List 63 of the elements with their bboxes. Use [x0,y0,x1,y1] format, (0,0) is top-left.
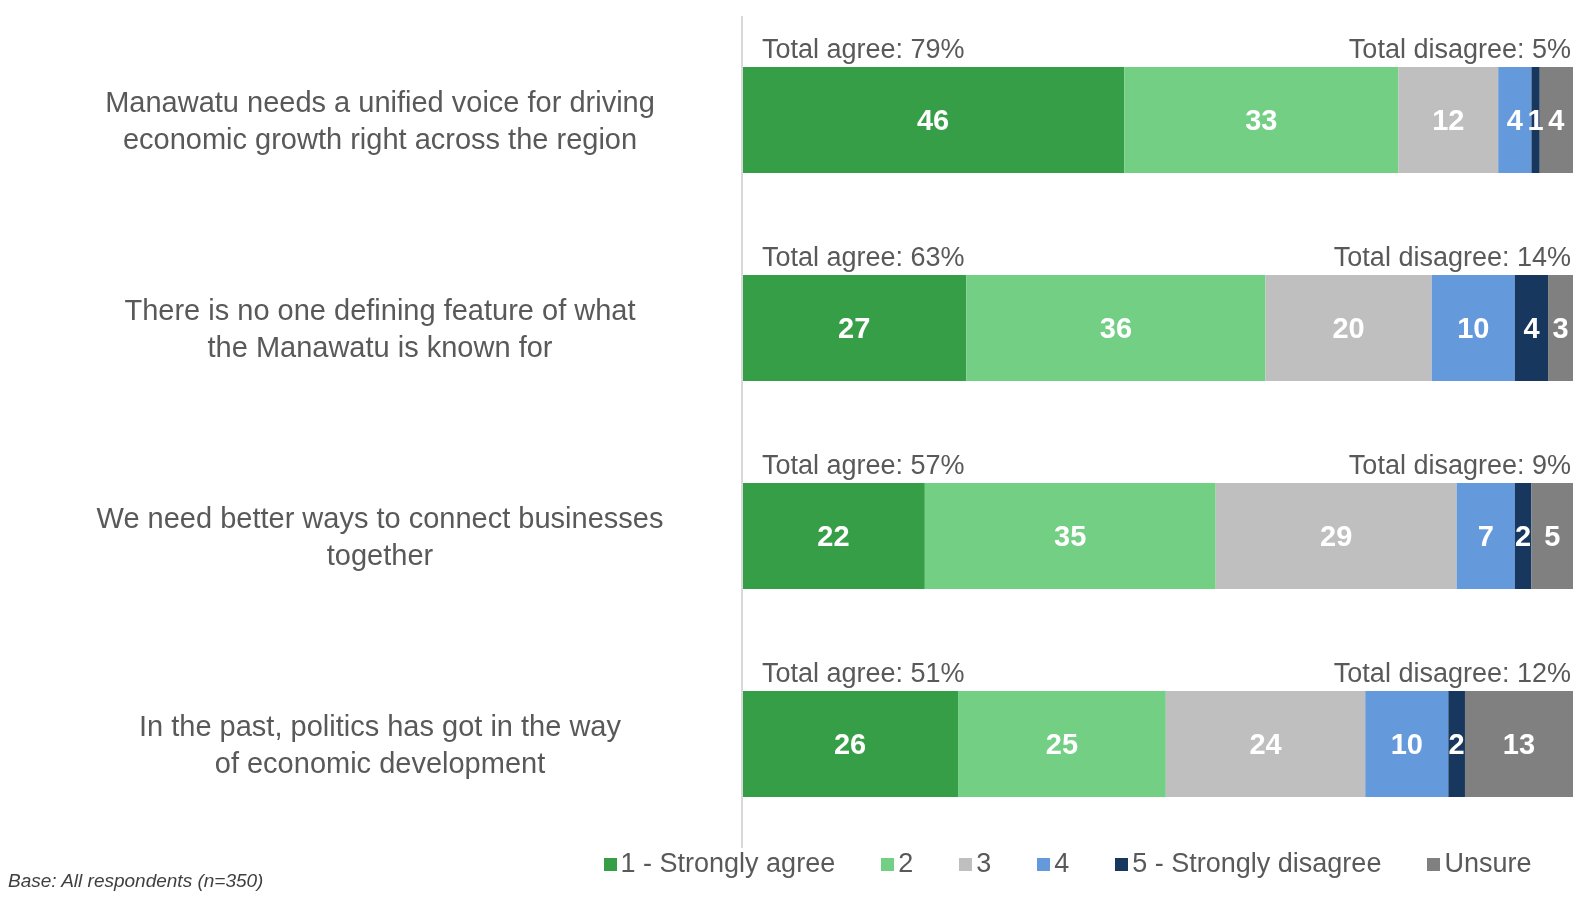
annotation: Total disagree: 5% [1348,34,1571,64]
bar [1365,691,1449,797]
legend-label: 2 [898,848,914,878]
y-tick-label: We need better ways to connect businesses together [96,501,664,571]
bar [742,275,967,381]
bar [966,275,1266,381]
data-label: 46 [917,104,950,137]
data-label: 1 [1527,104,1544,137]
bar [742,691,959,797]
legend-label: 5 - Strongly disagree [1132,848,1382,878]
text: Base: All respondents (n=350) [8,870,264,892]
annotation: Total agree: 51% [762,658,965,688]
bar [1124,67,1399,173]
bar [1456,483,1515,589]
annotation: Total agree: 79% [762,34,965,64]
data-label: 10 [1390,728,1423,761]
data-label: 2 [1448,728,1465,761]
data-label: 13 [1502,728,1536,761]
data-label: 20 [1332,312,1365,345]
data-label: 22 [817,520,850,553]
data-label: 33 [1245,104,1278,137]
data-label: 7 [1477,520,1494,553]
legend-label: 3 [976,848,992,878]
data-label: 26 [833,728,867,761]
data-label: 36 [1099,312,1133,345]
y-tick-label: Manawatu needs a unified voice for driving economic growth right across the region [105,85,655,155]
bar [1265,275,1432,381]
bar [1215,483,1457,589]
data-label: 5 [1544,520,1561,553]
legend-label: 4 [1054,848,1070,878]
data-label: 24 [1249,728,1282,761]
legend-label: 1 - Strongly agree [620,848,836,878]
legend-label: Unsure [1444,848,1532,878]
bar [1431,275,1515,381]
y-tick-label: In the past, politics has got in the way of economic development [139,709,622,779]
data-label: 4 [1548,104,1565,137]
bar [924,483,1216,589]
bar [1548,275,1573,381]
bar [1514,275,1549,381]
annotation: Total disagree: 14% [1333,242,1571,272]
annotation: Total disagree: 12% [1333,658,1571,688]
bar [1398,67,1499,173]
data-label: 35 [1054,520,1087,553]
bar [958,691,1166,797]
y-tick-label: There is no one defining feature of what the Manawatu is known for [124,293,636,363]
bar [1531,483,1573,589]
data-label: 2 [1515,520,1532,553]
bar [1464,691,1573,797]
bar [742,67,1125,173]
data-label: 29 [1320,520,1353,553]
data-label: 4 [1523,312,1540,345]
bar [1165,691,1366,797]
annotation: Total agree: 63% [762,242,965,272]
annotation: Total disagree: 9% [1348,450,1571,480]
bar [1448,691,1465,797]
data-label: 27 [838,312,871,345]
bar [742,483,925,589]
annotation: Total agree: 57% [762,450,965,480]
data-label: 4 [1506,104,1523,137]
data-label: 10 [1457,312,1490,345]
data-label: 3 [1552,312,1569,345]
data-label: 12 [1432,104,1465,137]
data-label: 25 [1045,728,1079,761]
